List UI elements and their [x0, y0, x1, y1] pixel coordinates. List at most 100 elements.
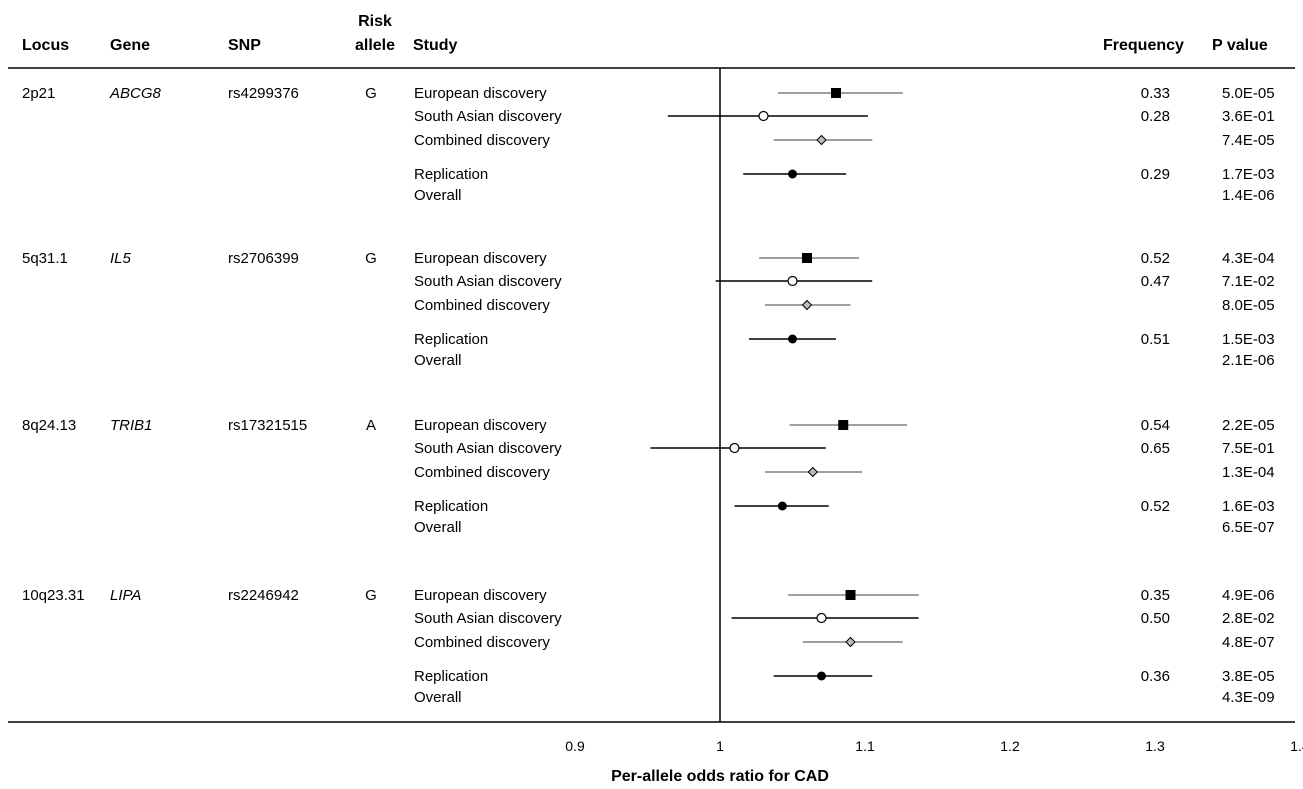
frequency-value: 0.65 — [1141, 440, 1170, 457]
header-p-value: P value — [1212, 37, 1268, 54]
study-row: Overall 6.5E-07 — [414, 519, 1275, 536]
locus-label: 2p21 — [22, 85, 55, 102]
gene-label: IL5 — [110, 250, 132, 267]
header-locus: Locus — [22, 37, 69, 54]
study-row: Replication 0.36 3.8E-05 — [414, 668, 1275, 685]
study-row: South Asian discovery 0.65 7.5E-01 — [414, 440, 1275, 457]
header-gene: Gene — [110, 37, 150, 54]
study-label: Overall — [414, 519, 462, 536]
study-row: European discovery 0.52 4.3E-04 — [414, 250, 1275, 267]
frequency-value: 0.28 — [1141, 108, 1170, 125]
p-value: 6.5E-07 — [1222, 519, 1275, 536]
point-estimate-open-circle — [816, 612, 827, 624]
point-estimate-filled-circle — [788, 334, 797, 344]
x-tick-label: 1 — [716, 738, 724, 754]
point-estimate-filled-circle — [788, 169, 797, 179]
x-tick-label: 1.4 — [1290, 738, 1303, 754]
p-value: 1.6E-03 — [1222, 498, 1275, 515]
frequency-value: 0.52 — [1141, 250, 1170, 267]
study-label: European discovery — [414, 417, 547, 434]
point-estimate-square — [838, 420, 849, 430]
study-label: European discovery — [414, 85, 547, 102]
study-label: Overall — [414, 352, 462, 369]
study-row: Combined discovery 8.0E-05 — [414, 297, 1275, 314]
point-estimate-square — [831, 88, 841, 98]
x-axis: 0.9 1 1.1 1.2 1.3 1.4 — [565, 738, 1303, 754]
study-row: Overall 4.3E-09 — [414, 689, 1275, 706]
p-value: 7.5E-01 — [1222, 440, 1275, 457]
study-label: Overall — [414, 187, 462, 204]
study-label: Combined discovery — [414, 132, 550, 149]
p-value: 3.8E-05 — [1222, 668, 1275, 685]
risk-allele-label: G — [365, 250, 377, 267]
gene-label: TRIB1 — [110, 417, 153, 434]
frequency-value: 0.51 — [1141, 331, 1170, 348]
study-row: Combined discovery 4.8E-07 — [414, 634, 1275, 651]
risk-allele-label: G — [365, 85, 377, 102]
p-value: 8.0E-05 — [1222, 297, 1275, 314]
frequency-value: 0.54 — [1141, 417, 1170, 434]
frequency-value: 0.36 — [1141, 668, 1170, 685]
p-value: 2.8E-02 — [1222, 610, 1275, 627]
locus-block-5q31.1: 5q31.1 IL5 rs2706399 G European discovery 0.5… — [22, 250, 1275, 369]
p-value: 7.1E-02 — [1222, 273, 1275, 290]
study-label: Replication — [414, 166, 488, 183]
x-axis-label: Per-allele odds ratio for CAD — [611, 768, 829, 785]
study-row: Overall 1.4E-06 — [414, 187, 1275, 204]
header-study: Study — [413, 37, 458, 54]
study-row: Overall 2.1E-06 — [414, 352, 1275, 369]
point-estimate-diamond — [801, 299, 813, 311]
study-row: Replication 0.51 1.5E-03 — [414, 331, 1275, 348]
study-row: Combined discovery 1.3E-04 — [414, 464, 1275, 481]
study-row: South Asian discovery 0.50 2.8E-02 — [414, 610, 1275, 627]
p-value: 3.6E-01 — [1222, 108, 1275, 125]
p-value: 4.8E-07 — [1222, 634, 1275, 651]
p-value: 1.7E-03 — [1222, 166, 1275, 183]
rows-layer: 2p21 ABCG8 rs4299376 G European discovery 0.3… — [22, 85, 1275, 706]
p-value: 2.2E-05 — [1222, 417, 1275, 434]
study-row: European discovery 0.35 4.9E-06 — [414, 587, 1275, 604]
snp-label: rs2246942 — [228, 587, 299, 604]
frequency-value: 0.52 — [1141, 498, 1170, 515]
p-value: 5.0E-05 — [1222, 85, 1275, 102]
x-tick-label: 1.3 — [1145, 738, 1165, 754]
risk-allele-label: A — [366, 417, 376, 434]
p-value: 2.1E-06 — [1222, 352, 1275, 369]
study-label: South Asian discovery — [414, 108, 562, 125]
study-row: European discovery 0.54 2.2E-05 — [414, 417, 1275, 434]
x-tick-label: 1.1 — [855, 738, 875, 754]
point-estimate-diamond — [816, 134, 827, 146]
point-estimate-diamond — [845, 636, 856, 648]
study-row: Replication 0.52 1.6E-03 — [414, 498, 1275, 515]
locus-block-2p21: 2p21 ABCG8 rs4299376 G European discovery 0.3… — [22, 85, 1275, 204]
study-label: South Asian discovery — [414, 273, 562, 290]
frequency-value: 0.29 — [1141, 166, 1170, 183]
locus-block-8q24.13: 8q24.13 TRIB1 rs17321515 A European discover… — [22, 417, 1275, 536]
study-label: European discovery — [414, 587, 547, 604]
study-label: Combined discovery — [414, 297, 550, 314]
study-row: South Asian discovery 0.47 7.1E-02 — [414, 273, 1275, 290]
study-label: South Asian discovery — [414, 440, 562, 457]
header-snp: SNP — [228, 37, 261, 54]
point-estimate-open-circle — [758, 110, 769, 122]
frequency-value: 0.33 — [1141, 85, 1170, 102]
point-estimate-square — [802, 253, 812, 263]
study-label: Overall — [414, 689, 462, 706]
study-label: Replication — [414, 331, 488, 348]
study-label: South Asian discovery — [414, 610, 562, 627]
point-estimate-filled-circle — [817, 671, 826, 681]
point-estimate-square — [845, 590, 856, 600]
header-risk-allele-line2: allele — [355, 37, 395, 54]
snp-label: rs17321515 — [228, 417, 307, 434]
p-value: 4.3E-04 — [1222, 250, 1275, 267]
snp-label: rs2706399 — [228, 250, 299, 267]
p-value: 4.9E-06 — [1222, 587, 1275, 604]
locus-label: 10q23.31 — [22, 587, 85, 604]
locus-block-10q23.31: 10q23.31 LIPA rs2246942 G European discovery… — [22, 587, 1275, 706]
study-label: Combined discovery — [414, 464, 550, 481]
study-label: Replication — [414, 498, 488, 515]
p-value: 1.3E-04 — [1222, 464, 1275, 481]
point-estimate-filled-circle — [777, 501, 787, 511]
gene-label: ABCG8 — [109, 85, 162, 102]
